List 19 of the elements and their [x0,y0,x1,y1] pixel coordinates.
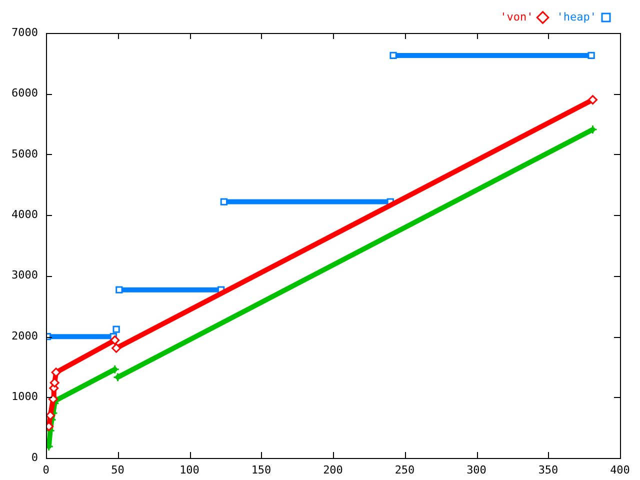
x-tick-label: 100 [180,463,200,476]
x-tick-label: 350 [538,463,558,476]
y-tick-label: 6000 [12,86,38,100]
y-tick-label: 7000 [12,26,38,39]
x-tick-label: 150 [251,463,272,476]
x-tick-label: 300 [466,463,486,476]
y-tick-label: 2000 [12,329,38,342]
y-tick-label: 4000 [12,208,38,221]
x-tick-label: 0 [42,463,50,476]
y-tick-label: 1000 [12,390,38,404]
x-tick-label: 250 [394,463,415,476]
y-tick-label: 3000 [12,268,38,282]
x-tick-label: 200 [323,463,343,476]
y-tick-label: 5000 [12,147,38,160]
legend-label: 'von' [500,10,534,24]
legend-label: 'heap' [556,10,596,24]
x-tick-label: 50 [111,463,124,476]
y-tick-label: 0 [31,450,38,464]
x-tick-label: 400 [610,463,630,476]
